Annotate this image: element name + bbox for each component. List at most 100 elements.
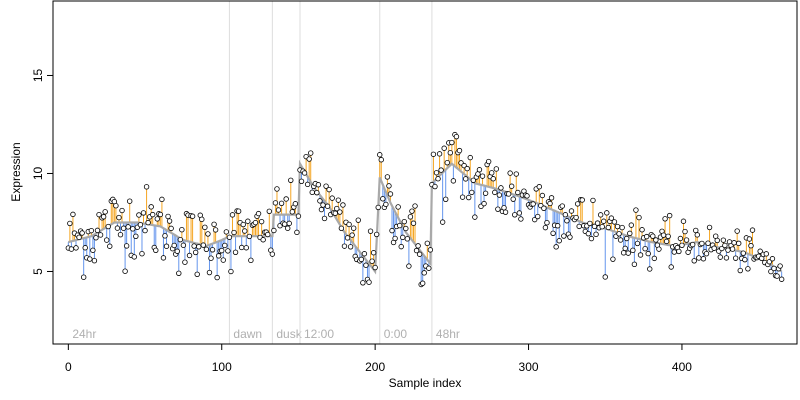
data-point xyxy=(208,255,214,261)
data-point xyxy=(539,192,546,199)
data-point xyxy=(711,245,717,251)
data-point xyxy=(472,214,478,220)
y-tick-label: 10 xyxy=(31,166,45,180)
data-point xyxy=(403,225,409,232)
data-point xyxy=(593,231,599,238)
data-point xyxy=(140,210,147,216)
data-point xyxy=(616,231,622,237)
data-point xyxy=(561,233,567,239)
data-point xyxy=(289,209,296,215)
data-point xyxy=(682,228,688,235)
data-point xyxy=(720,237,727,243)
data-point xyxy=(186,252,193,259)
data-point xyxy=(174,248,180,254)
data-point xyxy=(679,242,685,248)
data-point xyxy=(619,224,625,231)
data-point xyxy=(696,255,702,261)
data-point xyxy=(246,233,253,240)
data-point xyxy=(536,184,542,190)
x-tick-label: 400 xyxy=(672,360,692,374)
data-point xyxy=(622,245,628,252)
data-point xyxy=(703,250,710,257)
data-point xyxy=(559,203,565,209)
data-point xyxy=(123,243,130,249)
data-point xyxy=(176,270,182,276)
data-point xyxy=(171,242,177,249)
trend-line xyxy=(68,159,783,275)
data-point xyxy=(419,280,426,286)
data-point xyxy=(746,236,753,242)
data-point xyxy=(449,139,455,146)
data-point xyxy=(372,264,378,271)
x-axis-title: Sample index xyxy=(389,376,462,390)
data-point xyxy=(689,241,696,248)
data-point xyxy=(415,243,421,249)
data-point xyxy=(378,157,384,163)
data-point xyxy=(541,205,547,212)
data-point xyxy=(274,186,280,192)
data-point xyxy=(340,202,346,208)
data-point xyxy=(139,250,145,257)
data-point xyxy=(306,156,312,162)
data-point xyxy=(556,238,562,244)
data-point xyxy=(222,242,228,249)
data-point xyxy=(215,253,222,259)
data-point xyxy=(219,247,225,254)
data-point xyxy=(745,266,751,272)
data-point xyxy=(122,268,128,274)
data-point xyxy=(662,216,668,222)
data-point xyxy=(117,231,124,238)
phase-label-5: 48hr xyxy=(436,327,460,341)
data-point xyxy=(395,204,401,210)
data-point xyxy=(643,233,650,240)
data-point xyxy=(258,218,265,225)
data-point xyxy=(642,246,648,252)
data-point xyxy=(714,237,720,244)
data-point xyxy=(777,263,783,269)
data-point xyxy=(665,233,671,239)
data-point xyxy=(283,196,289,202)
data-point xyxy=(292,201,299,207)
data-point xyxy=(694,232,700,238)
data-point xyxy=(490,176,496,182)
data-point xyxy=(386,183,392,189)
data-point xyxy=(355,217,361,223)
data-point xyxy=(645,250,651,257)
data-point xyxy=(125,224,131,230)
data-point xyxy=(435,176,441,182)
data-point xyxy=(489,170,495,176)
plot-frame xyxy=(52,0,798,345)
data-point xyxy=(91,258,98,264)
data-point xyxy=(220,257,226,263)
data-point xyxy=(700,256,707,262)
data-point xyxy=(179,226,185,233)
data-point xyxy=(630,247,636,254)
data-point xyxy=(706,224,713,231)
data-point xyxy=(668,264,674,270)
phase-label-1: dawn xyxy=(233,327,262,341)
data-point xyxy=(338,225,345,232)
data-point xyxy=(470,177,477,183)
data-point xyxy=(676,248,682,255)
data-point xyxy=(605,224,612,231)
data-point xyxy=(493,166,500,172)
data-point xyxy=(413,247,420,254)
data-point xyxy=(205,231,211,237)
data-point xyxy=(717,254,723,260)
data-point xyxy=(240,221,246,228)
data-point xyxy=(479,173,486,179)
data-point xyxy=(742,256,748,263)
data-point xyxy=(94,227,101,234)
data-point xyxy=(177,236,184,243)
data-point xyxy=(369,258,375,264)
data-point xyxy=(432,183,438,190)
data-point xyxy=(226,234,233,240)
data-point xyxy=(159,196,165,203)
data-point xyxy=(265,231,271,238)
data-point xyxy=(285,225,291,231)
data-point xyxy=(693,227,699,234)
data-point xyxy=(278,200,285,207)
data-point xyxy=(614,223,621,230)
data-point xyxy=(459,194,466,200)
data-point xyxy=(260,237,266,243)
